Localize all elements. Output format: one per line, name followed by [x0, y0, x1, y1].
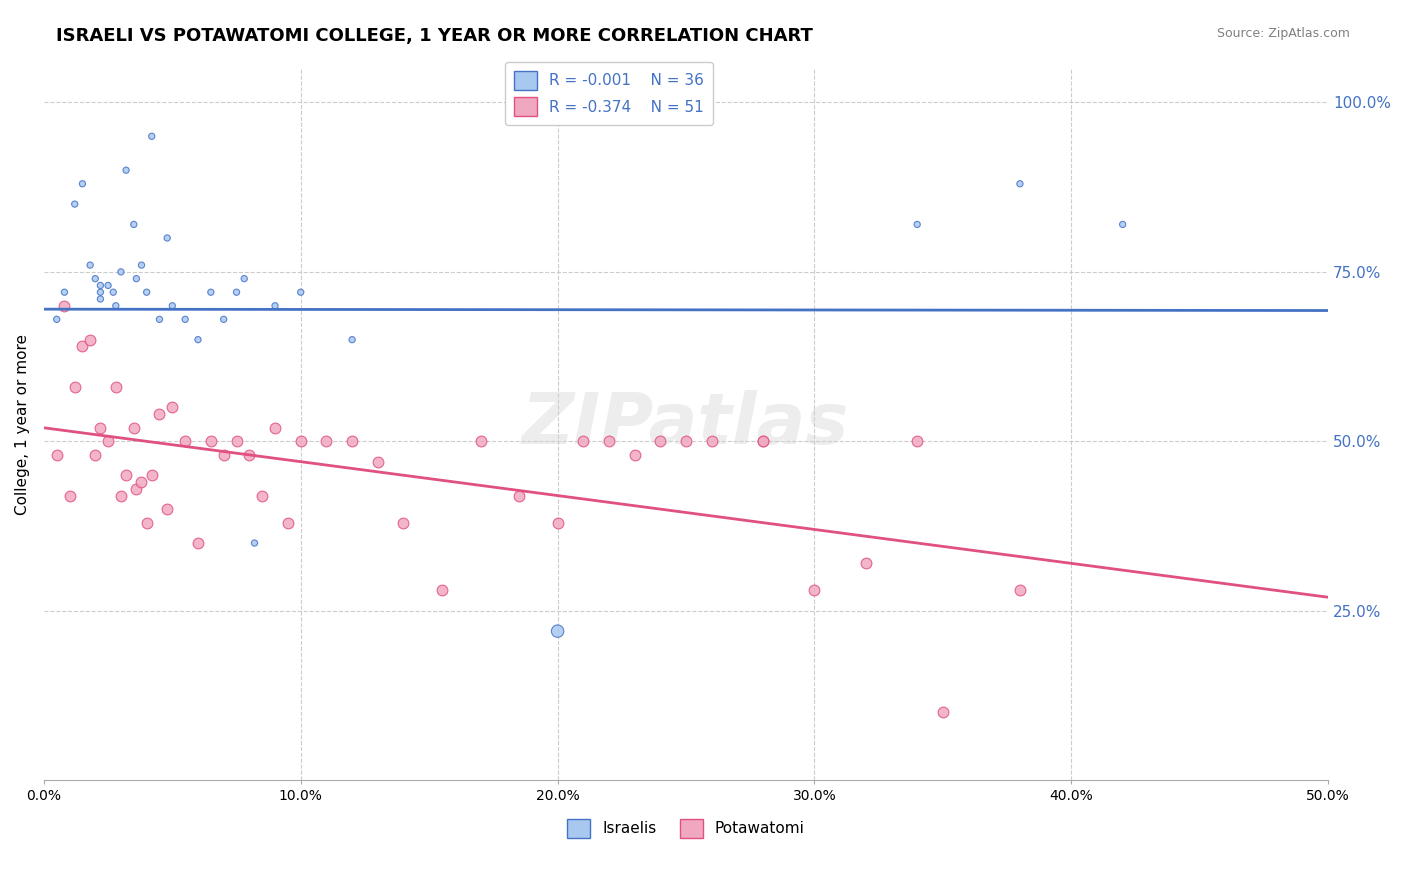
- Point: [131, 475, 153, 489]
- Point: [243, 536, 266, 550]
- Point: [675, 434, 697, 449]
- Point: [174, 434, 197, 449]
- Point: [125, 271, 148, 285]
- Point: [104, 380, 127, 394]
- Point: [212, 448, 235, 462]
- Legend: Israelis, Potawatomi: Israelis, Potawatomi: [561, 813, 811, 844]
- Point: [340, 434, 363, 449]
- Point: [141, 468, 163, 483]
- Point: [148, 407, 170, 421]
- Point: [89, 292, 111, 306]
- Point: [905, 218, 928, 232]
- Point: [187, 333, 209, 347]
- Point: [225, 434, 247, 449]
- Point: [103, 285, 125, 300]
- Point: [547, 624, 569, 639]
- Point: [290, 434, 312, 449]
- Point: [650, 434, 672, 449]
- Point: [79, 333, 101, 347]
- Text: ZIPatlas: ZIPatlas: [522, 390, 849, 458]
- Point: [905, 434, 928, 449]
- Point: [89, 421, 111, 435]
- Point: [290, 285, 312, 300]
- Point: [63, 380, 86, 394]
- Point: [187, 536, 209, 550]
- Point: [104, 299, 127, 313]
- Point: [148, 312, 170, 326]
- Point: [162, 299, 184, 313]
- Point: [264, 421, 287, 435]
- Point: [700, 434, 723, 449]
- Point: [212, 312, 235, 326]
- Point: [115, 468, 138, 483]
- Point: [1111, 218, 1133, 232]
- Point: [84, 271, 107, 285]
- Point: [89, 285, 111, 300]
- Point: [752, 434, 775, 449]
- Point: [572, 434, 595, 449]
- Point: [89, 278, 111, 293]
- Point: [110, 265, 132, 279]
- Point: [264, 299, 287, 313]
- Point: [1008, 583, 1031, 598]
- Point: [233, 271, 256, 285]
- Point: [392, 516, 415, 530]
- Point: [238, 448, 260, 462]
- Point: [72, 177, 94, 191]
- Point: [141, 129, 163, 144]
- Point: [53, 285, 76, 300]
- Point: [45, 312, 67, 326]
- Point: [156, 502, 179, 516]
- Point: [72, 339, 94, 353]
- Point: [174, 312, 197, 326]
- Y-axis label: College, 1 year or more: College, 1 year or more: [15, 334, 30, 515]
- Point: [803, 583, 825, 598]
- Point: [315, 434, 337, 449]
- Point: [84, 448, 107, 462]
- Point: [79, 258, 101, 272]
- Point: [135, 285, 157, 300]
- Point: [115, 163, 138, 178]
- Point: [340, 333, 363, 347]
- Point: [200, 434, 222, 449]
- Point: [470, 434, 492, 449]
- Point: [97, 434, 120, 449]
- Point: [598, 434, 620, 449]
- Point: [367, 455, 389, 469]
- Point: [932, 706, 955, 720]
- Point: [97, 278, 120, 293]
- Point: [45, 448, 67, 462]
- Point: [277, 516, 299, 530]
- Point: [1008, 177, 1031, 191]
- Point: [122, 218, 145, 232]
- Point: [125, 482, 148, 496]
- Point: [250, 489, 273, 503]
- Point: [162, 401, 184, 415]
- Point: [200, 285, 222, 300]
- Point: [156, 231, 179, 245]
- Point: [131, 258, 153, 272]
- Point: [855, 557, 877, 571]
- Point: [623, 448, 645, 462]
- Point: [225, 285, 247, 300]
- Point: [508, 489, 530, 503]
- Point: [122, 421, 145, 435]
- Point: [752, 434, 775, 449]
- Text: ISRAELI VS POTAWATOMI COLLEGE, 1 YEAR OR MORE CORRELATION CHART: ISRAELI VS POTAWATOMI COLLEGE, 1 YEAR OR…: [56, 27, 813, 45]
- Point: [110, 489, 132, 503]
- Point: [63, 197, 86, 211]
- Point: [53, 299, 76, 313]
- Point: [547, 516, 569, 530]
- Text: Source: ZipAtlas.com: Source: ZipAtlas.com: [1216, 27, 1350, 40]
- Point: [135, 516, 157, 530]
- Point: [430, 583, 453, 598]
- Point: [58, 489, 80, 503]
